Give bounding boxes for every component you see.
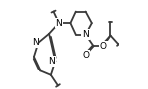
Text: N: N: [82, 30, 89, 39]
Text: N: N: [56, 19, 62, 28]
Text: O: O: [100, 42, 107, 51]
Text: O: O: [82, 51, 89, 60]
Text: N: N: [49, 57, 55, 66]
Text: N: N: [32, 38, 38, 47]
